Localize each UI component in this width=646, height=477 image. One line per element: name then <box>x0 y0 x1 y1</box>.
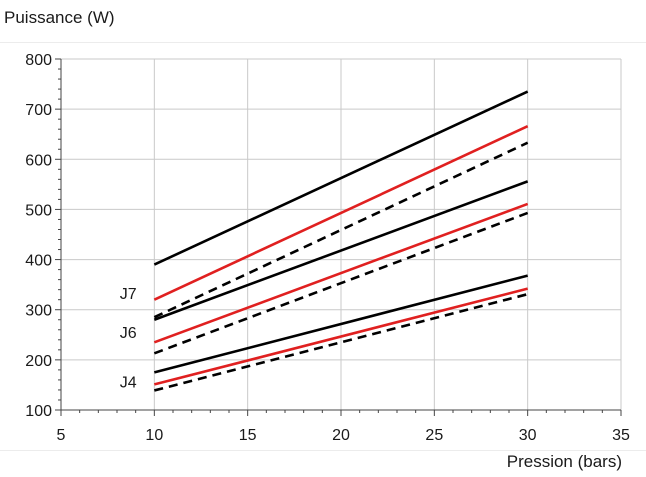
grid <box>61 58 622 410</box>
y-tick-label: 700 <box>25 102 52 119</box>
series-line <box>153 180 529 321</box>
x-tick-label: 35 <box>612 427 630 444</box>
x-axis-title: Pression (bars) <box>506 452 622 471</box>
series-annotation: J7 <box>120 286 137 303</box>
series-line <box>153 141 529 319</box>
series-line <box>153 202 529 344</box>
annotations: J7 J6 J4 <box>120 286 137 391</box>
bottom-rule <box>0 450 646 451</box>
series-line <box>154 274 528 374</box>
y-tick-label: 400 <box>25 253 52 270</box>
y-axis-title: Puissance (W) <box>4 8 115 27</box>
series-line <box>153 125 529 301</box>
y-tick-label: 200 <box>25 353 52 370</box>
series-annotation: J4 <box>120 374 137 391</box>
series-line <box>153 90 529 266</box>
y-tick-label: 500 <box>25 202 52 219</box>
top-rule <box>0 42 646 43</box>
y-tick-label: 600 <box>25 152 52 169</box>
y-tick-label: 300 <box>25 303 52 320</box>
axes <box>55 58 622 416</box>
x-tick-label: 5 <box>57 427 66 444</box>
series-annotation: J6 <box>120 325 137 342</box>
series-lines <box>153 90 529 392</box>
series-line <box>154 292 528 392</box>
x-tick-label: 25 <box>425 427 443 444</box>
x-tick-label: 15 <box>239 427 257 444</box>
series-line <box>154 287 528 386</box>
series-line <box>153 211 529 355</box>
x-tick-label: 20 <box>332 427 350 444</box>
tick-labels: 100 200 300 400 500 600 700 800 5 10 15 20 25 30 35 <box>25 52 630 444</box>
y-tick-label: 100 <box>25 403 52 420</box>
y-tick-label: 800 <box>25 52 52 69</box>
x-tick-label: 30 <box>519 427 537 444</box>
x-tick-label: 10 <box>145 427 163 444</box>
